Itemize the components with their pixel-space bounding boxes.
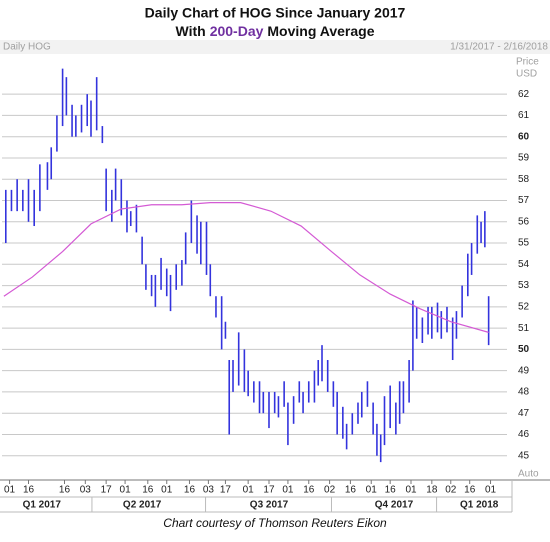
x-tick-label: 01 <box>243 485 255 496</box>
y-tick-label: 62 <box>518 89 530 100</box>
y-tick-label: 59 <box>518 153 530 164</box>
moving-average-line <box>3 202 489 333</box>
y-tick-label: 46 <box>518 429 530 440</box>
y-tick-label: 48 <box>518 387 530 398</box>
x-tick-label: 01 <box>161 485 173 496</box>
subtitle-part: Moving Average <box>267 23 374 39</box>
y-tick-label: 53 <box>518 280 530 291</box>
y-tick-label: 51 <box>518 323 530 334</box>
chart-title: Daily Chart of HOG Since January 2017 <box>145 5 406 21</box>
x-tick-label: 16 <box>23 485 35 496</box>
y-tick-label: 58 <box>518 174 530 185</box>
x-tick-label: 02 <box>445 485 457 496</box>
subtitle-highlight: 200-Day <box>210 23 264 39</box>
quarter-label: Q1 2018 <box>460 500 499 511</box>
chart-subtitle: With 200-Day Moving Average <box>175 23 374 39</box>
x-tick-label: 17 <box>263 485 275 496</box>
y-tick-label: 45 <box>518 450 530 461</box>
header-strip <box>0 40 550 54</box>
x-tick-label: 16 <box>303 485 315 496</box>
y-tick-label: 52 <box>518 301 530 312</box>
y-tick-label: 50 <box>518 344 530 355</box>
x-tick-label: 02 <box>324 485 336 496</box>
caption: Chart courtesy of Thomson Reuters Eikon <box>163 516 387 530</box>
y-axis-label: USD <box>516 69 537 80</box>
y-tick-label: 49 <box>518 365 530 376</box>
y-tick-label: 56 <box>518 216 530 227</box>
x-tick-label: 16 <box>345 485 357 496</box>
y-tick-label: 55 <box>518 238 530 249</box>
y-tick-label: 61 <box>518 110 530 121</box>
x-tick-label: 16 <box>59 485 71 496</box>
quarter-label: Q4 2017 <box>375 500 414 511</box>
symbol-label: Daily HOG <box>3 42 51 53</box>
x-tick-label: 17 <box>220 485 232 496</box>
y-tick-label: 57 <box>518 195 530 206</box>
quarter-label: Q1 2017 <box>23 500 62 511</box>
y-tick-label: 47 <box>518 408 530 419</box>
subtitle-part: With <box>175 23 205 39</box>
x-tick-label: 03 <box>80 485 92 496</box>
x-tick-label: 16 <box>385 485 397 496</box>
x-tick-label: 18 <box>426 485 438 496</box>
x-tick-label: 01 <box>282 485 294 496</box>
x-tick-label: 01 <box>405 485 417 496</box>
y-axis-label: Price <box>516 57 539 68</box>
scale-label: Auto <box>518 469 539 480</box>
y-tick-label: 60 <box>518 131 530 142</box>
x-tick-label: 16 <box>184 485 196 496</box>
x-tick-label: 16 <box>142 485 154 496</box>
x-tick-label: 03 <box>203 485 215 496</box>
x-tick-label: 01 <box>366 485 378 496</box>
x-tick-label: 01 <box>485 485 497 496</box>
x-tick-label: 01 <box>120 485 132 496</box>
x-tick-label: 01 <box>4 485 16 496</box>
quarter-label: Q2 2017 <box>123 500 162 511</box>
quarter-label: Q3 2017 <box>250 500 289 511</box>
date-range: 1/31/2017 - 2/16/2018 <box>450 42 548 53</box>
x-tick-label: 16 <box>464 485 476 496</box>
x-tick-label: 17 <box>101 485 113 496</box>
y-tick-label: 54 <box>518 259 530 270</box>
